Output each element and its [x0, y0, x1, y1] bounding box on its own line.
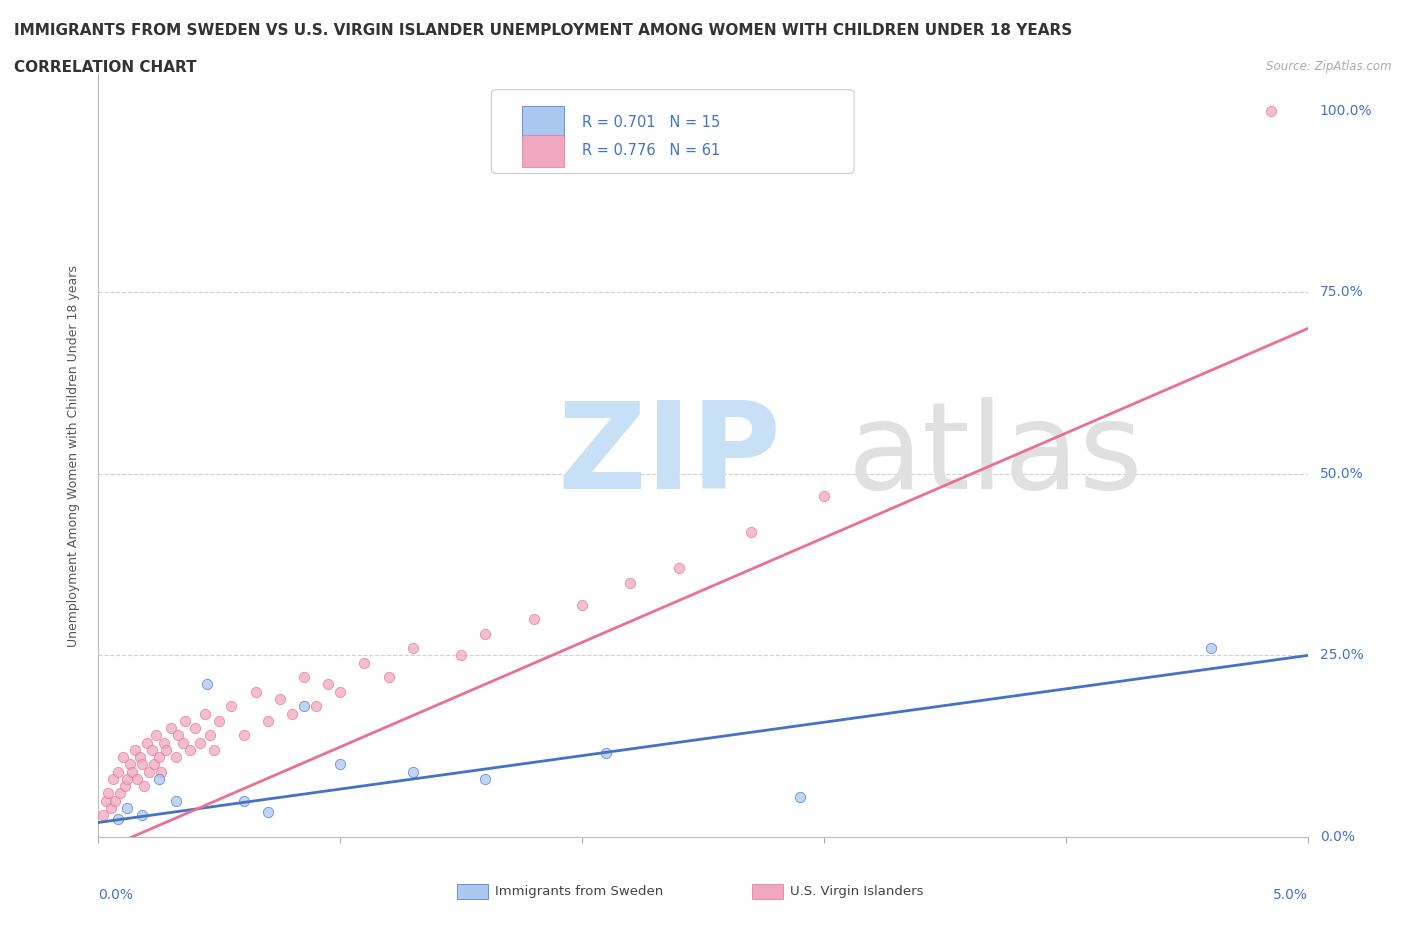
- Point: [152, 735, 174, 750]
- Point: [195, 677, 218, 692]
- Point: [450, 648, 472, 663]
- Point: [155, 742, 177, 757]
- Point: [619, 576, 641, 591]
- Text: IMMIGRANTS FROM SWEDEN VS U.S. VIRGIN ISLANDER UNEMPLOYMENT AMONG WOMEN WITH CHI: IMMIGRANTS FROM SWEDEN VS U.S. VIRGIN IS…: [14, 23, 1073, 38]
- Text: 75.0%: 75.0%: [1320, 286, 1364, 299]
- Point: [100, 801, 122, 816]
- Text: Immigrants from Sweden: Immigrants from Sweden: [495, 885, 664, 898]
- FancyBboxPatch shape: [522, 106, 564, 139]
- Point: [134, 778, 156, 793]
- Point: [167, 728, 190, 743]
- Point: [148, 772, 170, 787]
- Point: [208, 713, 231, 728]
- Text: 100.0%: 100.0%: [1320, 104, 1372, 118]
- Point: [184, 721, 207, 736]
- Text: 0.0%: 0.0%: [1320, 830, 1354, 844]
- Text: U.S. Virgin Islanders: U.S. Virgin Islanders: [790, 885, 924, 898]
- Point: [198, 728, 221, 743]
- Point: [668, 561, 690, 576]
- Point: [145, 728, 167, 743]
- Point: [172, 735, 194, 750]
- Text: 50.0%: 50.0%: [1320, 467, 1364, 481]
- Point: [740, 525, 762, 539]
- Point: [94, 793, 117, 808]
- Point: [329, 684, 352, 699]
- Text: 0.0%: 0.0%: [98, 888, 134, 902]
- Point: [245, 684, 267, 699]
- Point: [377, 670, 399, 684]
- Text: atlas: atlas: [848, 397, 1143, 514]
- Point: [292, 698, 315, 713]
- Point: [523, 612, 546, 627]
- Point: [128, 750, 150, 764]
- Point: [188, 735, 211, 750]
- Point: [269, 692, 291, 707]
- Point: [571, 597, 593, 612]
- Point: [138, 764, 160, 779]
- Point: [101, 772, 124, 787]
- Point: [353, 656, 375, 671]
- Point: [402, 641, 425, 656]
- Point: [97, 786, 120, 801]
- Point: [131, 757, 153, 772]
- Point: [179, 742, 201, 757]
- Point: [117, 772, 139, 787]
- Point: [107, 811, 129, 826]
- Point: [114, 778, 136, 793]
- Point: [117, 801, 139, 816]
- Point: [281, 706, 304, 721]
- Point: [232, 728, 254, 743]
- Point: [131, 808, 153, 823]
- Point: [474, 772, 496, 787]
- Point: [108, 786, 131, 801]
- Text: 25.0%: 25.0%: [1320, 648, 1364, 662]
- Text: R = 0.776   N = 61: R = 0.776 N = 61: [582, 143, 720, 158]
- Point: [316, 677, 339, 692]
- Point: [127, 772, 149, 787]
- Point: [402, 764, 425, 779]
- Point: [91, 808, 114, 823]
- Point: [160, 721, 183, 736]
- Text: 5.0%: 5.0%: [1272, 888, 1308, 902]
- Point: [104, 793, 127, 808]
- Point: [174, 713, 197, 728]
- Point: [121, 764, 143, 779]
- Point: [813, 488, 835, 503]
- Point: [232, 793, 254, 808]
- Point: [305, 698, 328, 713]
- Point: [789, 790, 811, 804]
- Point: [329, 757, 352, 772]
- Point: [165, 750, 187, 764]
- Point: [143, 757, 166, 772]
- Point: [111, 750, 134, 764]
- Point: [1199, 641, 1222, 656]
- Point: [474, 626, 496, 641]
- Point: [124, 742, 146, 757]
- Point: [118, 757, 141, 772]
- Point: [141, 742, 163, 757]
- FancyBboxPatch shape: [492, 89, 855, 174]
- Point: [256, 713, 278, 728]
- Point: [150, 764, 173, 779]
- Y-axis label: Unemployment Among Women with Children Under 18 years: Unemployment Among Women with Children U…: [67, 265, 80, 646]
- Point: [135, 735, 157, 750]
- Point: [107, 764, 129, 779]
- Text: Source: ZipAtlas.com: Source: ZipAtlas.com: [1267, 60, 1392, 73]
- Point: [221, 698, 243, 713]
- Point: [256, 804, 278, 819]
- Point: [204, 742, 226, 757]
- Point: [1260, 103, 1282, 118]
- Point: [194, 706, 217, 721]
- Text: R = 0.701   N = 15: R = 0.701 N = 15: [582, 115, 720, 130]
- Point: [165, 793, 187, 808]
- Point: [148, 750, 170, 764]
- FancyBboxPatch shape: [522, 135, 564, 166]
- Text: ZIP: ZIP: [558, 397, 782, 514]
- Point: [292, 670, 315, 684]
- Text: CORRELATION CHART: CORRELATION CHART: [14, 60, 197, 75]
- Point: [595, 746, 617, 761]
